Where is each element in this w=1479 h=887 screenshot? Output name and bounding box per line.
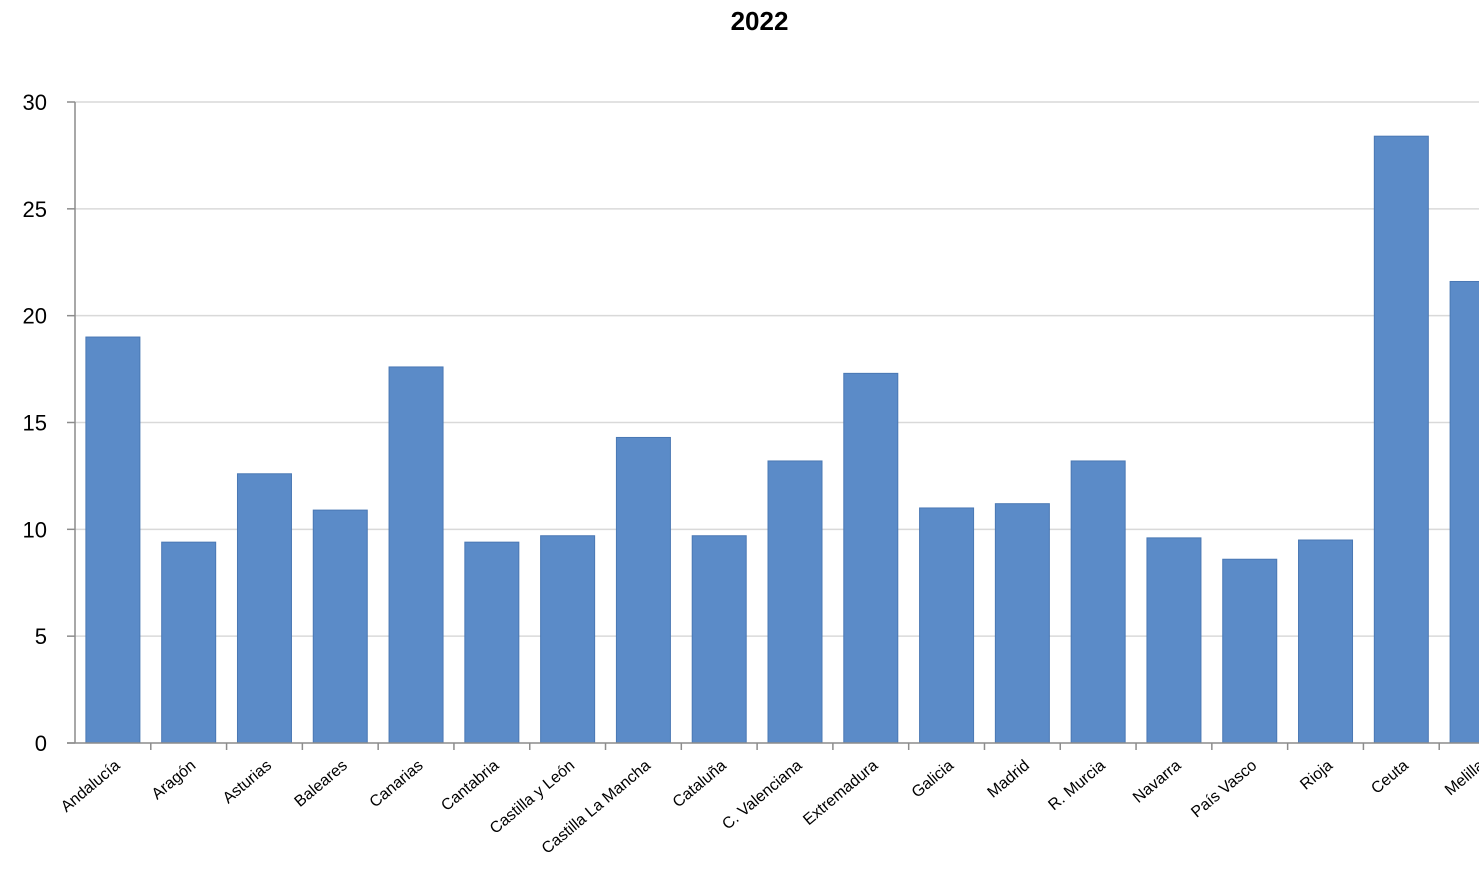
x-tick-label: Melilla — [1442, 757, 1479, 799]
x-tick-label: Rioja — [1297, 757, 1336, 794]
y-tick-label: 15 — [23, 411, 47, 436]
bar — [919, 507, 975, 744]
x-tick-label: Galicia — [909, 757, 957, 802]
x-tick-label: R. Murcia — [1045, 757, 1108, 814]
bar — [615, 436, 671, 744]
x-tick-label: Canarias — [367, 757, 427, 811]
chart-title: 2022 — [730, 6, 789, 36]
x-tick-label: Asturias — [220, 757, 275, 807]
y-tick-label: 20 — [23, 304, 47, 329]
x-tick-label: Aragón — [149, 757, 199, 803]
bar — [691, 535, 747, 744]
bars — [85, 135, 1479, 744]
x-tick-label: País Vasco — [1188, 757, 1260, 821]
bar — [388, 366, 444, 744]
y-tick-labels: 0 5 10 15 20 25 30 — [23, 90, 47, 756]
bar — [1222, 558, 1278, 744]
bar — [236, 473, 292, 744]
y-tick-label: 10 — [23, 517, 47, 542]
x-tick-label: Cantabria — [438, 757, 502, 815]
bar — [1373, 135, 1429, 744]
bar — [1146, 537, 1202, 744]
x-tick-label: Ceuta — [1368, 757, 1412, 798]
x-tick-labels: Andalucía Aragón Asturias Baleares Canarias C… — [58, 757, 1479, 858]
y-tick-label: 30 — [23, 90, 47, 115]
x-tick-label: Cataluña — [670, 757, 730, 811]
bar — [540, 535, 596, 744]
axes — [67, 101, 1479, 750]
x-tick-label: Madrid — [985, 757, 1033, 801]
bar — [312, 509, 368, 744]
x-tick-label: C. Valenciana — [719, 757, 805, 833]
y-tick-label: 5 — [35, 624, 47, 649]
bar — [85, 336, 141, 744]
x-tick-label: Navarra — [1130, 757, 1185, 807]
bar — [1449, 280, 1479, 744]
bar — [994, 503, 1050, 744]
x-tick-label: Andalucía — [58, 757, 124, 816]
bar — [767, 460, 823, 744]
y-tick-label: 0 — [35, 731, 47, 756]
bar — [464, 541, 520, 744]
bar — [161, 541, 217, 744]
x-tick-label: Extremadura — [800, 757, 881, 829]
bar — [1070, 460, 1126, 744]
y-tick-label: 25 — [23, 197, 47, 222]
bar — [843, 372, 899, 744]
x-tick-label: Baleares — [292, 757, 351, 811]
bar — [1298, 539, 1354, 744]
